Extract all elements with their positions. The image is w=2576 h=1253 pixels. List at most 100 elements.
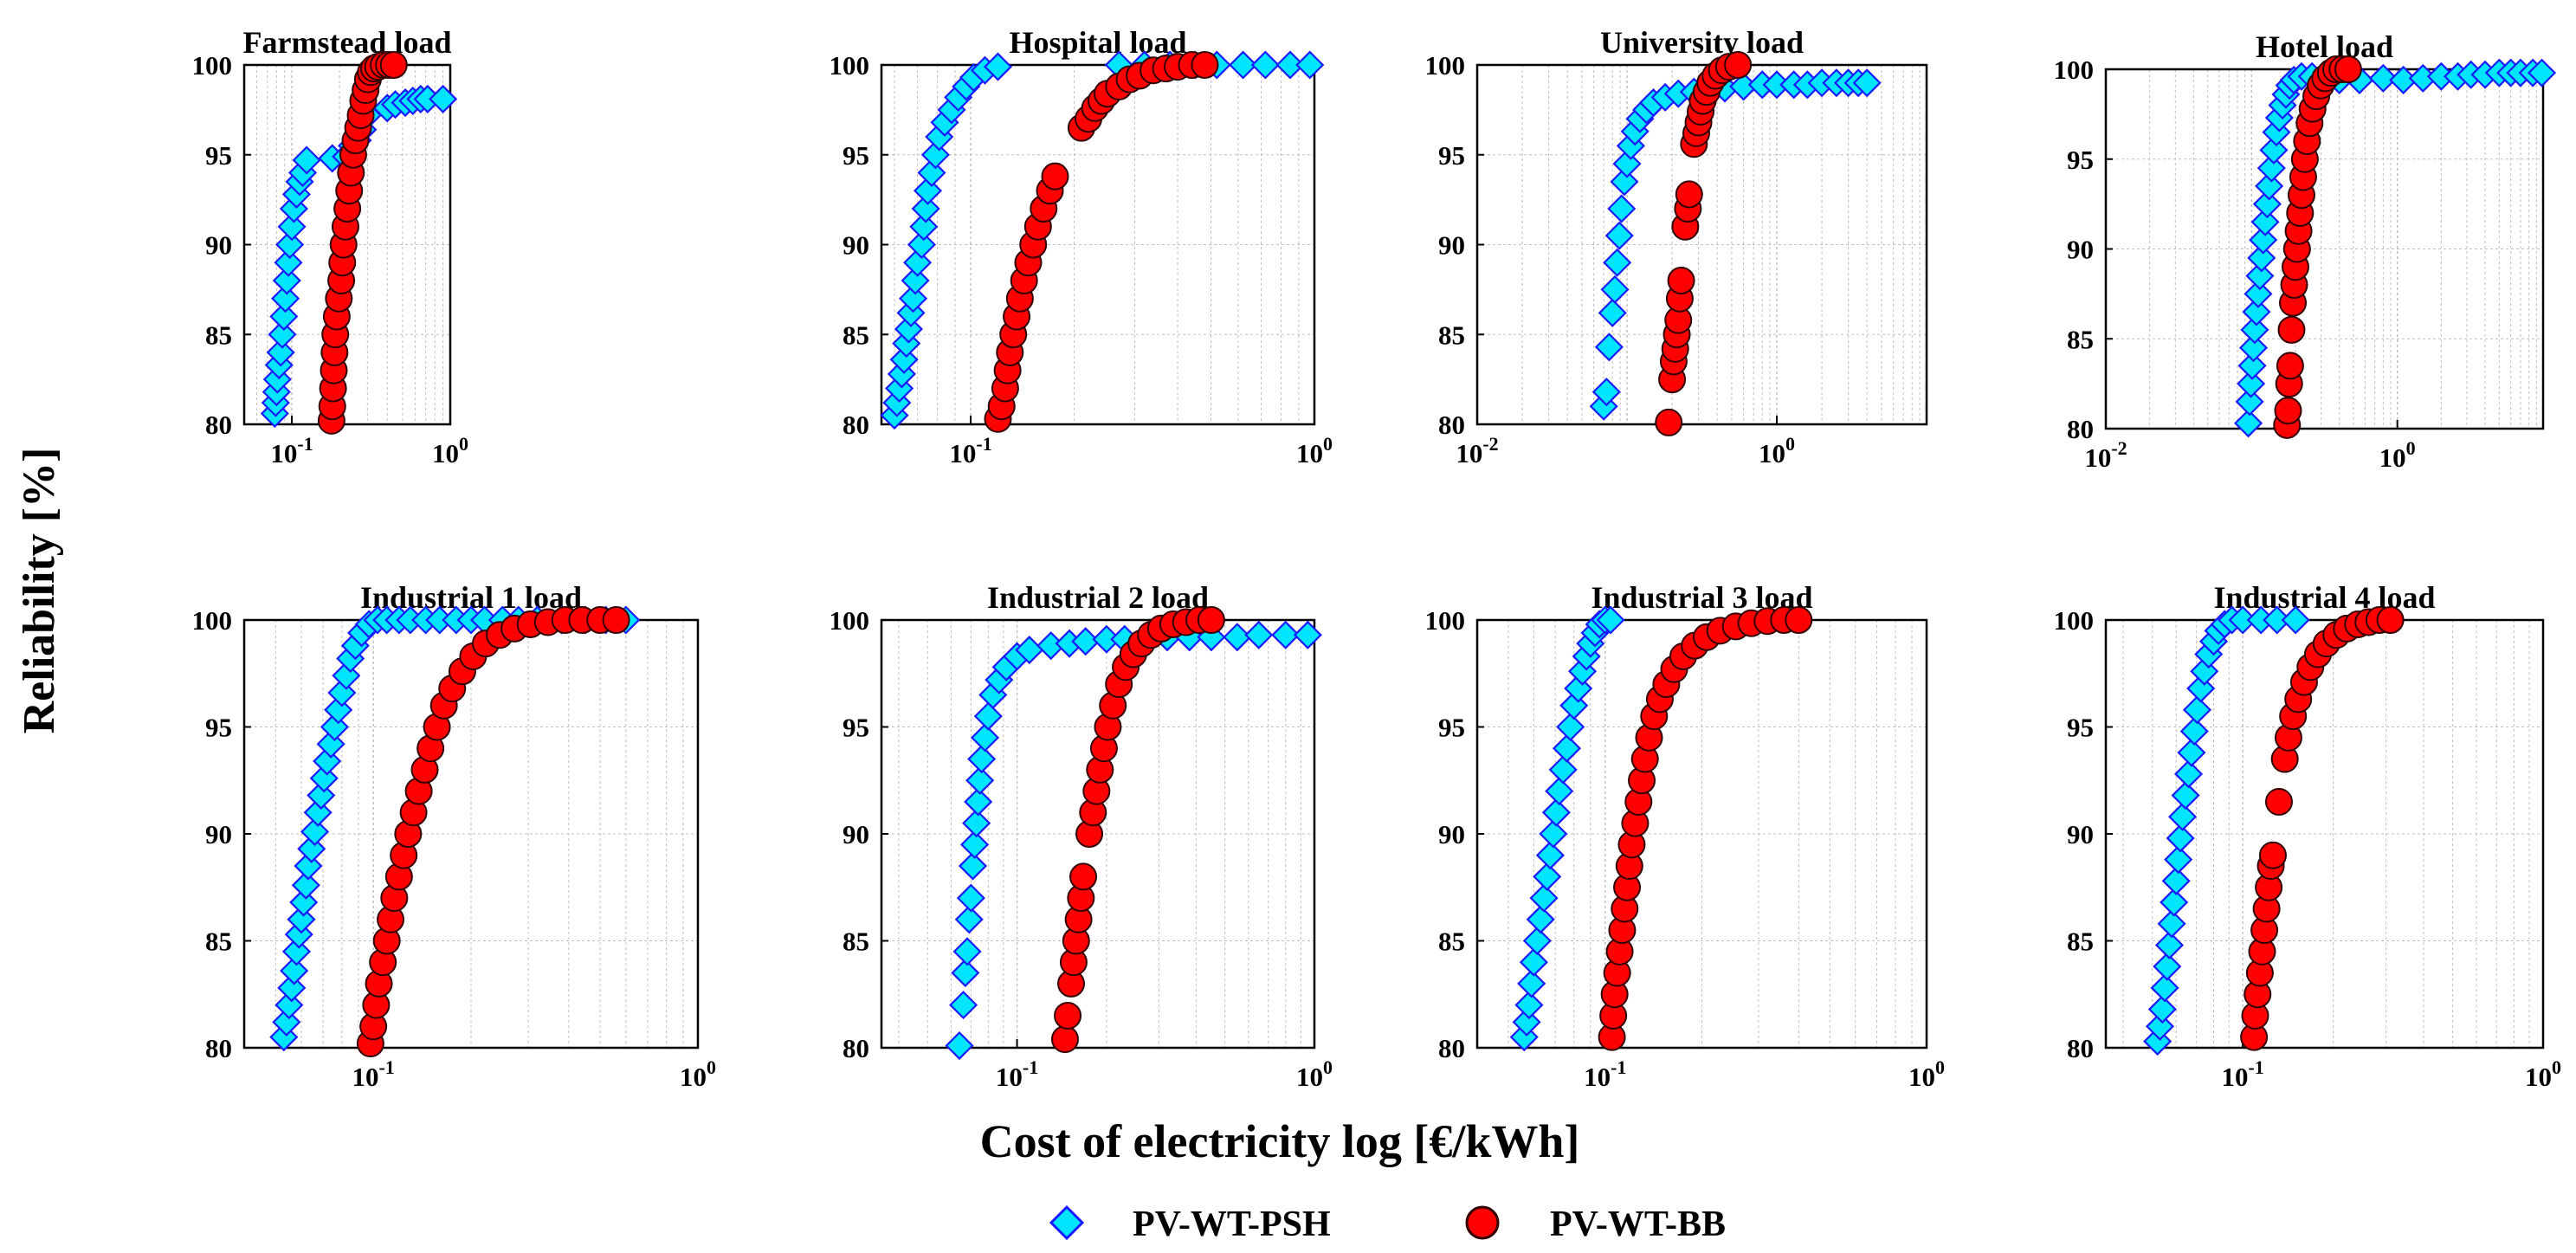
y-tick-label: 95 <box>843 713 869 743</box>
psh-point <box>2167 802 2198 831</box>
y-tick-label: 80 <box>1438 1033 1465 1063</box>
y-tick-label: 85 <box>843 320 869 350</box>
bb-point <box>1655 408 1683 436</box>
psh-point <box>1552 733 1582 763</box>
y-tick-label: 80 <box>2067 414 2094 444</box>
y-tick-label: 85 <box>1438 320 1465 350</box>
psh-point <box>1533 862 1562 891</box>
series-bb <box>1050 606 1225 1054</box>
y-tick-label: 95 <box>2067 713 2094 743</box>
axes-frame <box>1475 63 1928 426</box>
series-psh <box>1509 605 1625 1052</box>
bb-point <box>2376 606 2405 634</box>
psh-point <box>1514 991 1544 1020</box>
x-tick-label: 10-1 <box>352 1056 394 1092</box>
psh-point <box>2150 973 2179 1003</box>
bb-point <box>1675 180 1703 209</box>
psh-point <box>2157 909 2186 939</box>
psh-point <box>1293 620 1322 649</box>
psh-point <box>962 809 991 838</box>
psh-point <box>1271 620 1301 649</box>
psh-point <box>1594 333 1624 362</box>
psh-point <box>1610 167 1639 197</box>
psh-point <box>1529 883 1559 913</box>
axes-frame <box>242 63 452 426</box>
y-tick-label: 85 <box>1438 927 1465 957</box>
psh-point <box>973 701 1003 731</box>
series-psh <box>945 620 1322 1061</box>
y-tick-label: 95 <box>1438 713 1465 743</box>
psh-point <box>2166 823 2195 853</box>
y-tick-label: 90 <box>205 819 232 849</box>
y-tick-label: 80 <box>843 1033 869 1063</box>
chart-panel: 80 85 90 95 100 10-2 100 University load <box>1425 25 1928 468</box>
y-tick-label: 85 <box>205 320 232 350</box>
series-bb <box>2273 55 2362 439</box>
psh-point <box>275 229 305 260</box>
y-tick-label: 85 <box>843 927 869 957</box>
psh-point <box>1596 605 1625 635</box>
axes-frame <box>1475 618 1928 1050</box>
psh-point <box>2237 369 2266 398</box>
psh-point <box>1545 777 1574 806</box>
psh-point <box>2164 845 2193 875</box>
y-tick-label: 90 <box>2067 235 2094 265</box>
psh-point <box>2179 716 2209 746</box>
series-psh <box>2143 605 2310 1056</box>
psh-point <box>2145 1011 2175 1041</box>
psh-point <box>2147 994 2177 1024</box>
psh-point <box>281 937 312 966</box>
y-tick-label: 90 <box>843 230 869 261</box>
y-tick-label: 95 <box>205 713 232 743</box>
psh-point <box>967 744 997 774</box>
psh-point <box>965 765 995 795</box>
x-tick-label: 10-1 <box>996 1056 1038 1092</box>
psh-point <box>1556 712 1585 742</box>
psh-point <box>2235 387 2264 417</box>
y-tick-label: 100 <box>1425 605 1466 636</box>
psh-point <box>951 958 980 988</box>
psh-point <box>1275 50 1305 80</box>
psh-point <box>1539 819 1568 849</box>
psh-point <box>2161 866 2191 895</box>
series-bb <box>1655 51 1753 436</box>
bb-point <box>1785 606 1813 634</box>
psh-point <box>1607 194 1637 223</box>
y-tick-label: 85 <box>205 927 232 957</box>
psh-point <box>2247 243 2276 273</box>
legend-marker-bb <box>1465 1205 1500 1240</box>
psh-point <box>2171 780 2200 811</box>
y-tick-label: 80 <box>843 410 869 440</box>
psh-point <box>2154 930 2185 959</box>
psh-point <box>2368 63 2398 93</box>
chart-panel: 80 85 90 95 100 10-2 100 Hotel load <box>2054 29 2557 473</box>
x-tick-label: 100 <box>1296 1056 1333 1092</box>
psh-point <box>2255 171 2284 201</box>
chart-panel: 80 85 90 95 100 10-1 100 Hospital load <box>830 25 1333 468</box>
x-tick-label: 100 <box>432 433 468 468</box>
psh-point <box>271 284 300 313</box>
series-psh <box>2234 58 2557 438</box>
bb-point <box>2258 841 2287 869</box>
y-tick-label: 80 <box>2067 1033 2094 1063</box>
panel-title: Farmstead load <box>243 25 452 60</box>
psh-point <box>2237 351 2267 380</box>
y-axis-label: Reliability [%] <box>15 448 64 734</box>
y-tick-label: 80 <box>1438 410 1465 440</box>
panel-title: Industrial 2 load <box>987 580 1209 615</box>
psh-point <box>909 212 939 242</box>
psh-point <box>266 338 295 367</box>
bb-point <box>1069 862 1098 891</box>
y-tick-label: 90 <box>843 819 869 849</box>
psh-point <box>983 52 1013 81</box>
psh-point <box>1541 798 1571 827</box>
psh-point <box>429 84 458 113</box>
x-tick-label: 100 <box>1759 433 1795 468</box>
bb-point <box>2276 352 2304 380</box>
psh-point <box>272 1007 301 1037</box>
y-tick-label: 90 <box>1438 819 1465 849</box>
psh-point <box>2238 333 2269 363</box>
psh-point <box>956 883 985 913</box>
psh-point <box>2177 738 2206 767</box>
